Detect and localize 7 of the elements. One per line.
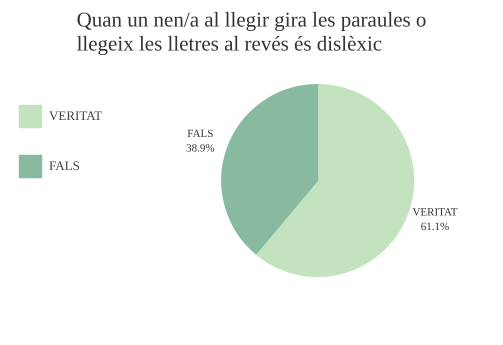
data-label: 61.1% [420,221,450,234]
legend-label: VERITAT [49,108,102,124]
slice-label: VERITAT [412,206,458,219]
data-label: 38.9% [186,142,215,154]
chart-title: Quan un nen/a al llegir gira les paraules o llegeix les lletres al revés és dislèxic [76,8,426,56]
slice-label: FALS [187,128,214,140]
legend-label: FALS [49,158,80,174]
